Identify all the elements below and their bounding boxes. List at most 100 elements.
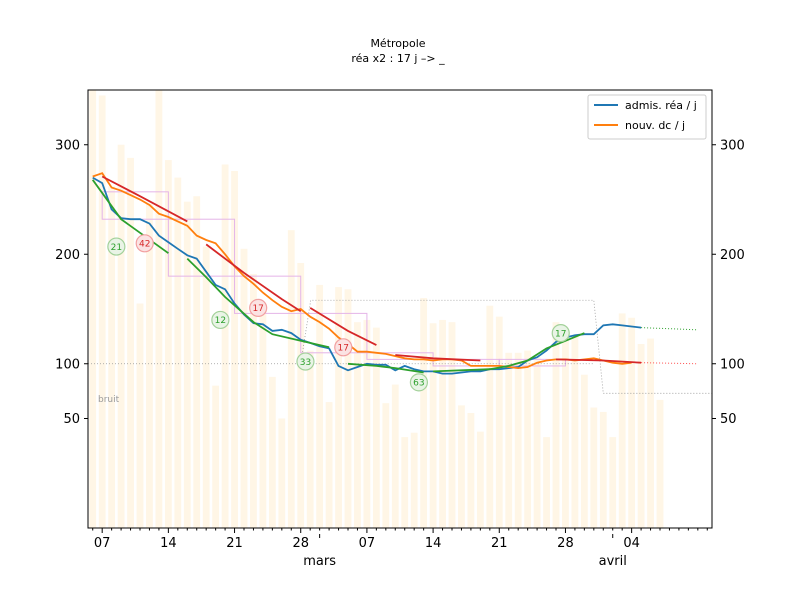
bar xyxy=(146,203,153,528)
bar xyxy=(174,177,182,528)
step-box xyxy=(167,218,236,277)
series-line xyxy=(92,172,632,370)
bar xyxy=(552,322,560,528)
badges: 21 42 12 17 33 17 63 17 xyxy=(107,234,570,392)
bar xyxy=(410,432,418,528)
bar xyxy=(164,160,172,528)
bar xyxy=(306,350,314,528)
step-box xyxy=(366,352,434,360)
bar xyxy=(486,305,494,528)
bar xyxy=(202,246,210,528)
x-tick-label: 07 xyxy=(359,536,376,551)
bar xyxy=(287,230,295,528)
bar xyxy=(212,385,220,528)
bar xyxy=(98,95,106,528)
projection-line xyxy=(641,362,698,365)
badge-label: 17 xyxy=(555,329,566,339)
trend-segment xyxy=(347,362,424,374)
badge-circle xyxy=(334,338,353,357)
bar xyxy=(108,186,116,529)
bar xyxy=(278,418,286,528)
trend-segment xyxy=(205,243,302,312)
badge-circle xyxy=(551,323,570,343)
month-label: mars xyxy=(303,554,336,569)
badge-circle xyxy=(107,237,126,256)
bar xyxy=(259,309,267,528)
bar xyxy=(656,399,664,528)
badge-circle xyxy=(249,298,268,318)
bar xyxy=(127,157,134,528)
bar xyxy=(344,289,352,528)
step-box xyxy=(234,275,302,314)
bar xyxy=(562,329,569,528)
bar xyxy=(514,352,522,528)
bar xyxy=(372,327,380,528)
y-tick-label-left: 200 xyxy=(55,248,80,263)
trend-segment xyxy=(309,307,377,346)
bar xyxy=(231,171,238,528)
bar xyxy=(429,323,437,528)
bar xyxy=(183,201,191,528)
bar xyxy=(382,403,390,528)
axes: 50 50 100 100 200 200 300 300 07 14 21 28 07 14 21 28 04… xyxy=(55,138,745,569)
bar xyxy=(571,336,579,528)
projection-line xyxy=(641,327,698,331)
bar xyxy=(117,144,125,528)
legend: admis. réa / j nouv. dc / j xyxy=(587,94,707,140)
bar xyxy=(221,164,229,528)
trend-segment xyxy=(395,354,481,362)
doubling-box xyxy=(300,299,712,394)
bar xyxy=(458,405,465,528)
bar xyxy=(448,322,456,528)
y-tick-label-left: 50 xyxy=(63,412,80,427)
bar xyxy=(136,303,144,528)
month-label: avril xyxy=(599,554,627,569)
badge-label: 17 xyxy=(338,344,349,354)
badge-label: 33 xyxy=(300,358,311,368)
badge-circle xyxy=(135,234,154,253)
badge-label: 42 xyxy=(139,240,150,250)
bar xyxy=(599,411,607,528)
bar xyxy=(590,407,598,528)
y-tick-label-right: 50 xyxy=(720,412,737,427)
bar xyxy=(476,431,484,528)
bar xyxy=(193,196,201,528)
badge-label: 17 xyxy=(252,304,263,314)
daily-bars xyxy=(89,90,664,529)
bar xyxy=(439,319,446,528)
series-lines xyxy=(91,172,698,375)
bar xyxy=(316,284,324,528)
badge-label: 21 xyxy=(111,243,122,253)
bar xyxy=(495,316,503,528)
bar xyxy=(268,376,276,528)
bar xyxy=(524,350,532,528)
badge-label: 12 xyxy=(215,316,226,326)
bar xyxy=(297,263,305,528)
noise-label: bruit xyxy=(98,395,120,405)
badge-circle xyxy=(211,310,230,330)
bar xyxy=(401,437,409,528)
y-tick-label-left: 100 xyxy=(55,357,80,372)
bar xyxy=(325,402,333,528)
y-tick-label-left: 300 xyxy=(55,138,80,153)
badge-circle xyxy=(409,373,429,392)
trend-segment xyxy=(101,175,188,223)
legend-label-adm: admis. réa / j xyxy=(625,99,697,112)
y-tick-label-right: 100 xyxy=(720,357,745,372)
bar xyxy=(647,338,654,528)
trend-segment xyxy=(186,257,330,349)
chart-subtitle: réa x2 : 17 j –> _ xyxy=(351,52,445,65)
x-tick-label: 21 xyxy=(491,536,508,551)
bar xyxy=(391,384,399,528)
bar xyxy=(250,273,257,528)
bar xyxy=(335,287,342,528)
chart-title: Métropole xyxy=(370,37,425,50)
y-tick-label-right: 200 xyxy=(720,248,745,263)
bar xyxy=(89,90,97,528)
bar xyxy=(533,357,541,528)
x-tick-label: 07 xyxy=(94,536,111,551)
bar xyxy=(609,437,617,528)
bar xyxy=(580,374,588,528)
bar xyxy=(467,413,475,528)
